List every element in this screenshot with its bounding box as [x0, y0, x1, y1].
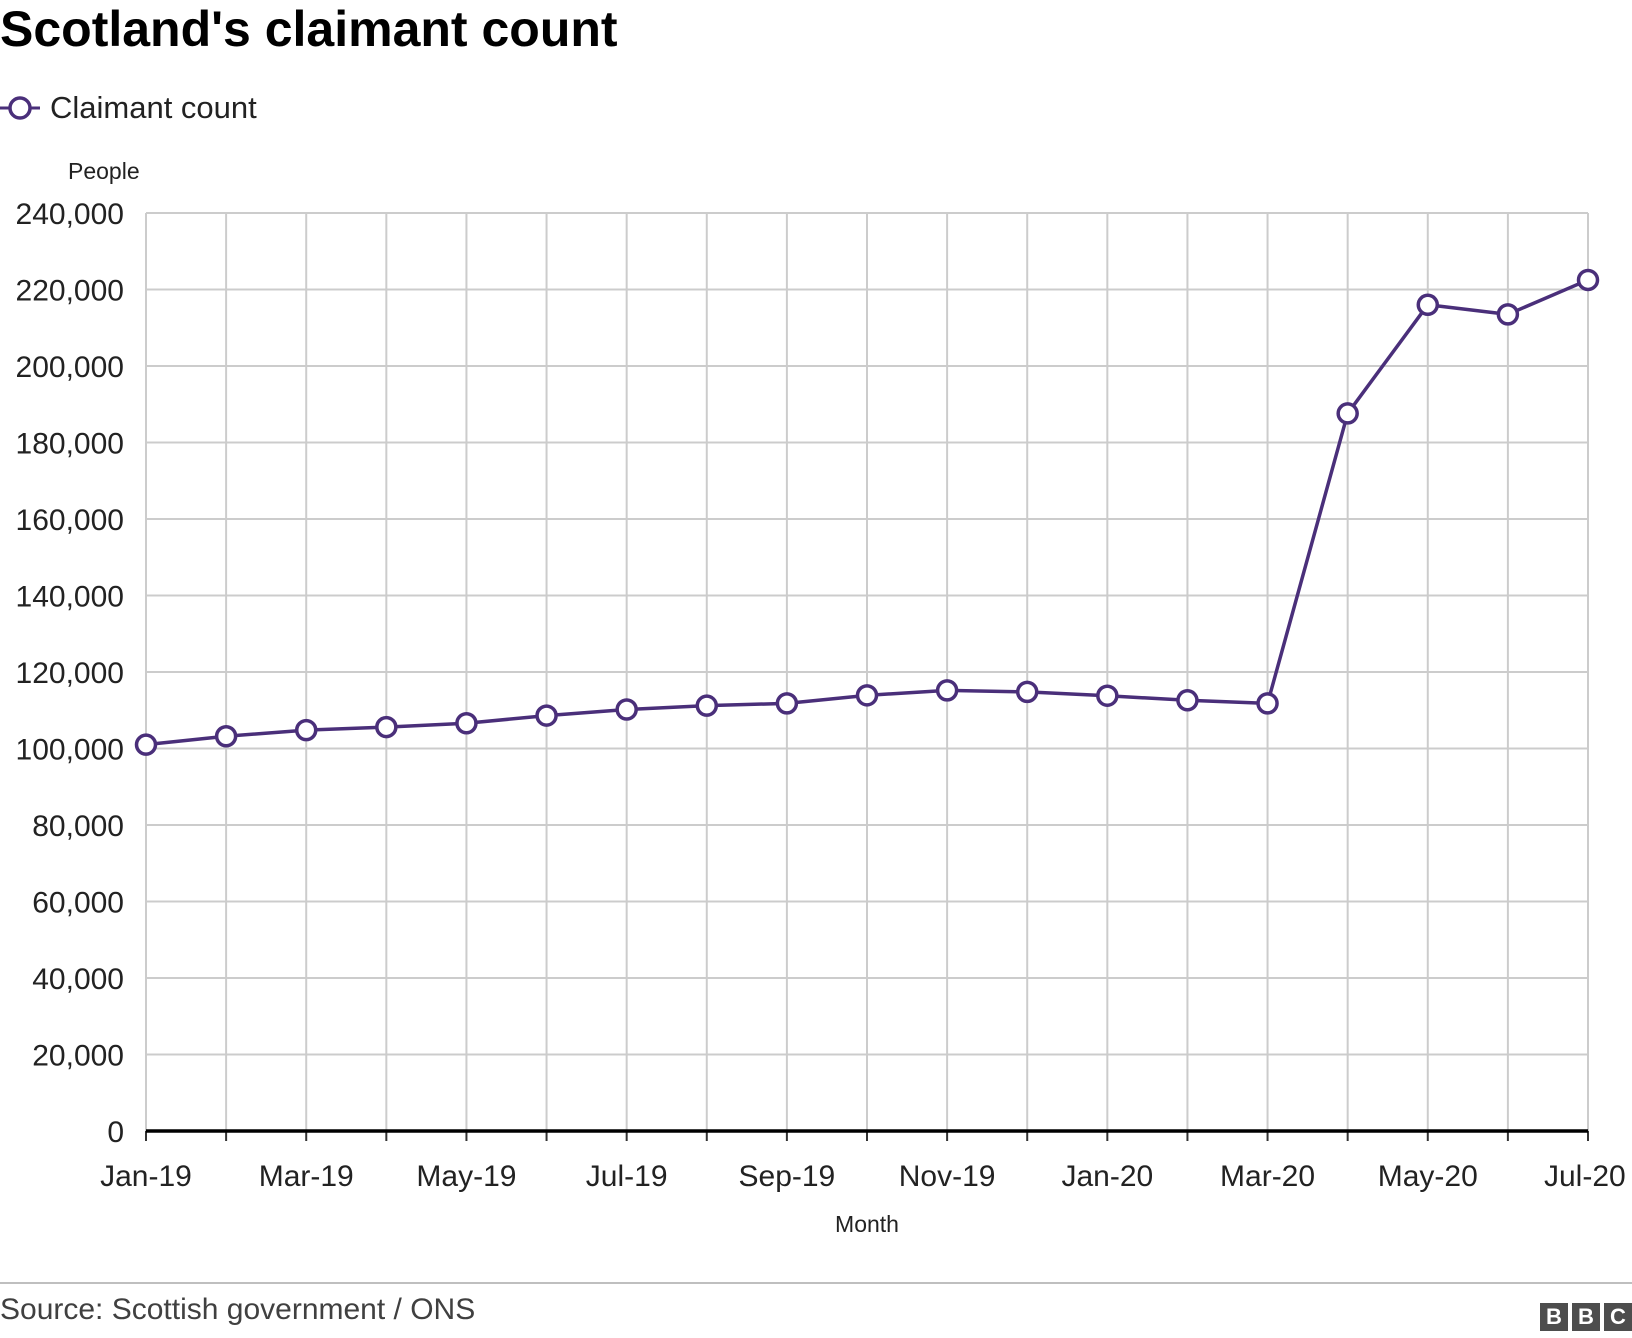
y-tick-label: 20,000 — [32, 1040, 124, 1073]
y-tick-label: 40,000 — [32, 963, 124, 996]
y-tick-label: 240,000 — [16, 198, 124, 231]
data-point — [1015, 680, 1039, 704]
x-tick-label: Sep-19 — [739, 1160, 836, 1193]
y-tick-label: 160,000 — [16, 504, 124, 537]
y-tick-label: 120,000 — [16, 657, 124, 690]
logo-letter: B — [1572, 1303, 1600, 1331]
y-tick-label: 100,000 — [16, 734, 124, 767]
data-point — [214, 725, 238, 748]
y-tick-label: 140,000 — [16, 581, 124, 614]
data-point — [375, 715, 398, 739]
data-point — [695, 694, 719, 717]
x-tick-label: Jan-20 — [1061, 1160, 1153, 1193]
data-point — [775, 692, 799, 715]
data-point — [1096, 684, 1119, 707]
x-tick-label: Jul-20 — [1544, 1160, 1626, 1193]
logo-letter: C — [1604, 1303, 1632, 1331]
x-tick-label: May-19 — [416, 1160, 516, 1193]
circle-marker-icon — [0, 96, 40, 120]
data-point — [615, 698, 638, 721]
y-tick-label: 60,000 — [32, 887, 124, 920]
source-note: Source: Scottish government / ONS — [0, 1293, 476, 1326]
legend: Claimant count — [0, 88, 257, 128]
logo-letter: B — [1540, 1303, 1568, 1331]
data-point — [1496, 303, 1520, 326]
x-tick-label: Nov-19 — [899, 1160, 996, 1193]
data-point — [1416, 293, 1440, 317]
x-tick-label: Mar-19 — [259, 1160, 354, 1193]
data-point — [1256, 692, 1279, 715]
x-tick-label: Jan-19 — [100, 1160, 192, 1193]
x-tick-label: Jul-19 — [586, 1160, 668, 1193]
data-point — [1576, 268, 1600, 292]
data-point — [455, 712, 478, 735]
x-axis-label: Month — [835, 1211, 899, 1237]
y-tick-label: 0 — [107, 1116, 124, 1149]
legend-label: Claimant count — [50, 90, 257, 125]
x-tick-label: Mar-20 — [1220, 1160, 1315, 1193]
data-point — [1336, 402, 1359, 425]
x-tick-label: May-20 — [1378, 1160, 1478, 1193]
y-tick-label: 180,000 — [16, 428, 124, 461]
footer-divider — [0, 1282, 1632, 1284]
y-tick-label: 200,000 — [16, 351, 124, 384]
data-point — [855, 684, 879, 707]
data-point — [535, 704, 558, 727]
chart-title: Scotland's claimant count — [0, 1, 618, 57]
data-point — [134, 733, 158, 756]
data-point — [1176, 689, 1199, 712]
data-point — [294, 718, 318, 742]
bbc-logo: B B C — [1540, 1303, 1632, 1331]
y-axis-label: People — [68, 158, 140, 184]
y-tick-label: 80,000 — [32, 810, 124, 843]
y-tick-label: 220,000 — [16, 275, 124, 308]
line-chart: 0 20,000 40,000 60,000 80,000 100,000 120,000 1… — [16, 158, 1626, 1237]
data-point — [935, 679, 959, 702]
